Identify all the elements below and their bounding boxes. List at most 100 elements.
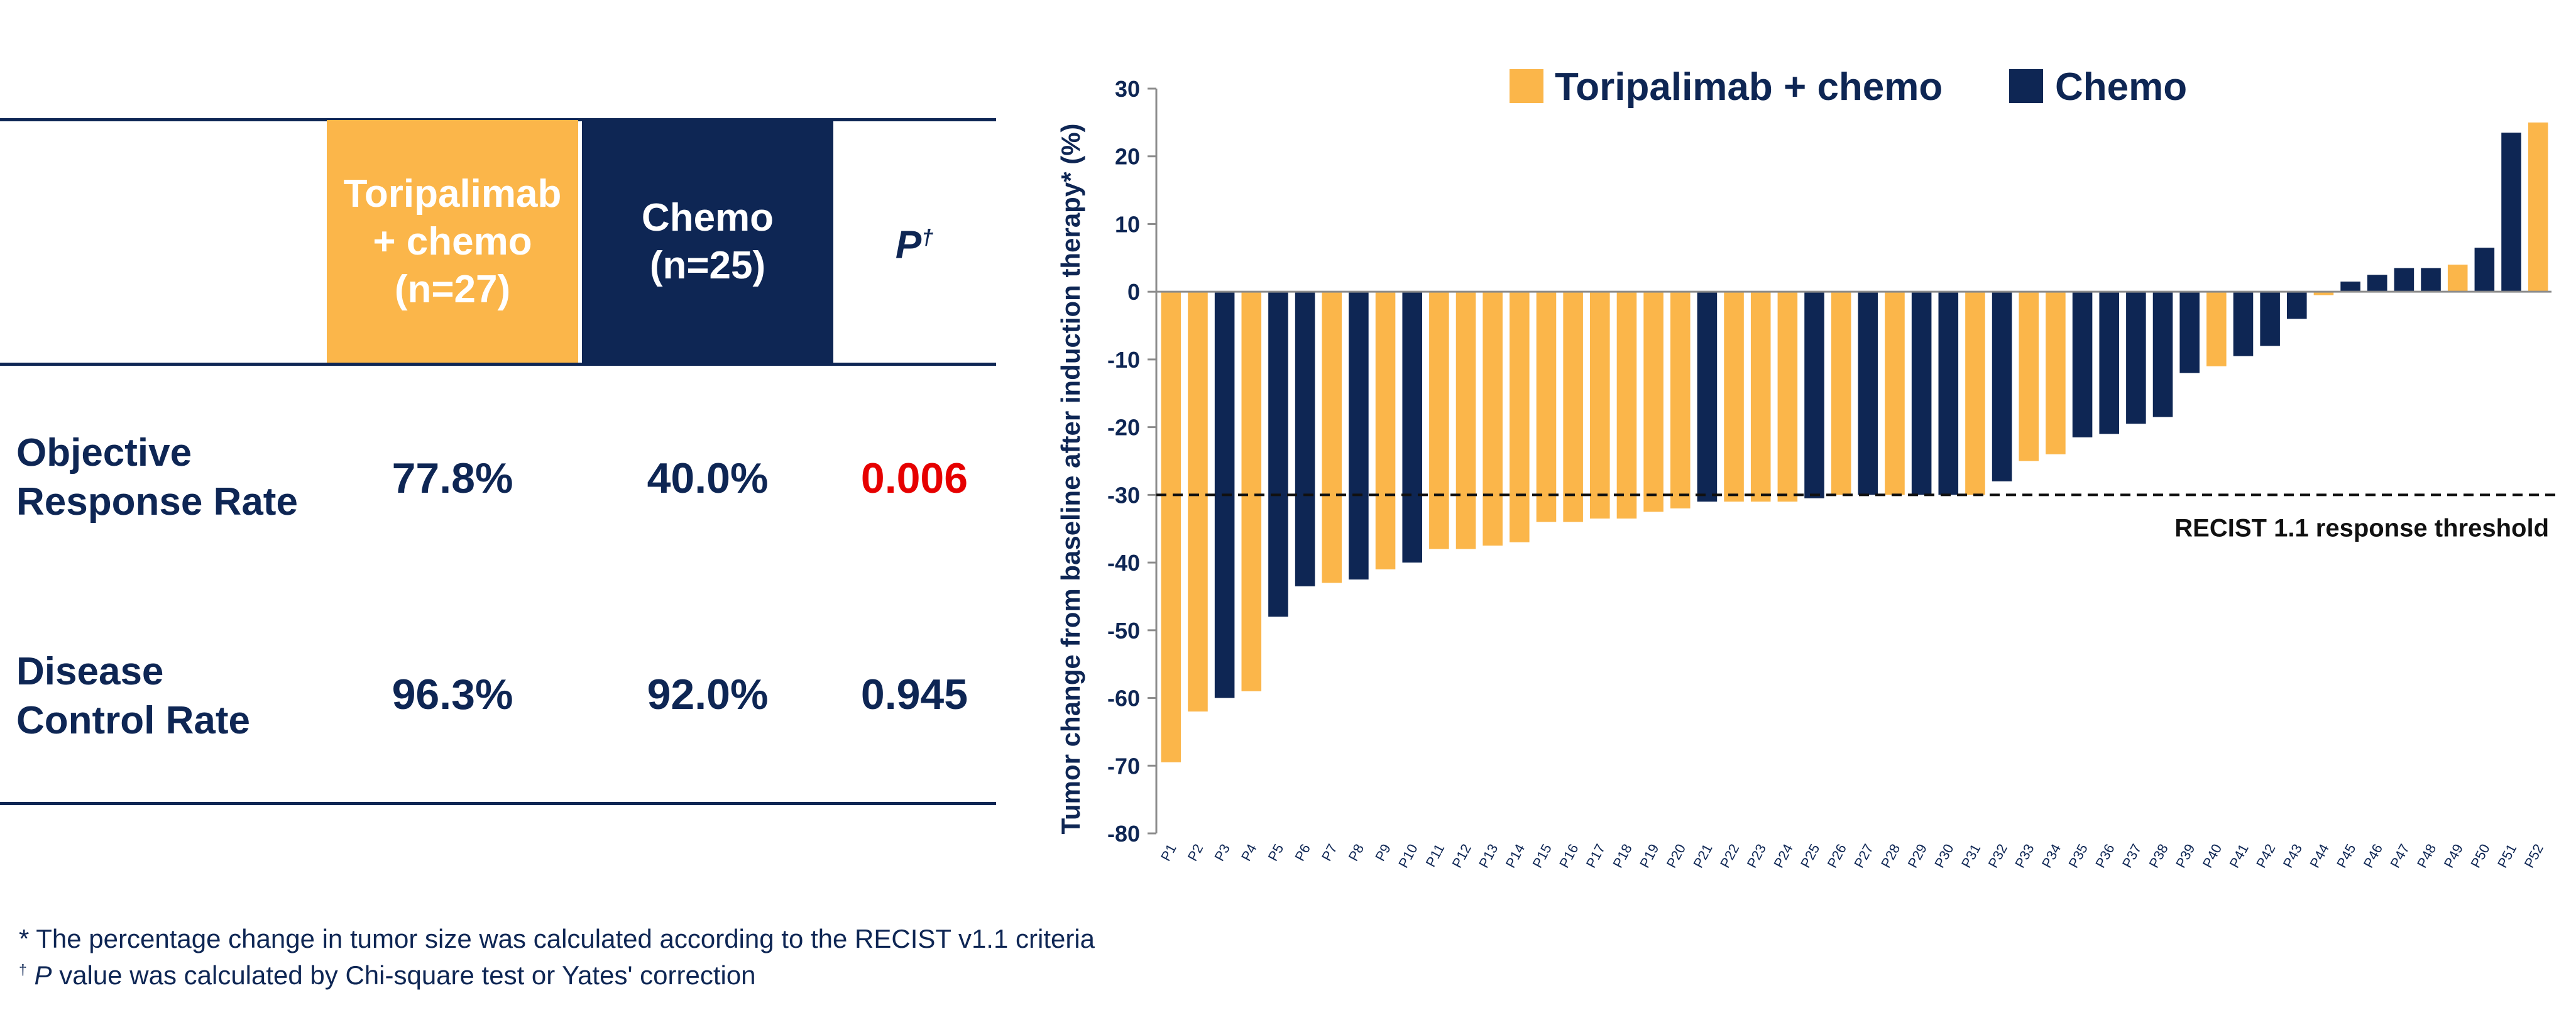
x-tick-label: P10 [1395,842,1420,870]
dcr-chemo-value: 92.0% [647,671,769,718]
bar [1697,292,1718,502]
bar [2179,292,2200,373]
bar [2394,268,2414,292]
bar [1455,292,1476,549]
bar [1349,292,1369,580]
bar [1483,292,1503,546]
bar [1831,292,1851,495]
header-bottom-rule [0,363,996,366]
x-tick-label: P37 [2119,842,2144,870]
x-tick-label: P18 [1609,842,1635,870]
bar [1268,292,1288,617]
x-tick-label: P36 [2092,842,2117,870]
y-tick-label: 10 [1115,211,1140,237]
x-tick-label: P41 [2226,842,2251,870]
x-tick-label: P29 [1905,842,1930,870]
x-tick-label: P26 [1824,842,1850,870]
x-tick-label: P34 [2039,842,2064,870]
legend-swatch-toripalimab [1510,69,1543,103]
bar [1563,292,1583,522]
bar [2260,292,2280,346]
bar [2019,292,2039,461]
bar [2447,265,2468,292]
bar [2501,133,2521,292]
bar [2233,292,2254,356]
bar [1188,292,1208,712]
x-tick-label: P19 [1636,842,1662,870]
bar [2046,292,2066,454]
x-tick-label: P28 [1878,842,1903,870]
footnote-dagger: † P value was calculated by Chi-square t… [19,960,756,991]
x-tick-label: P32 [1985,842,2010,870]
footnote-dagger-italic-p: P [34,960,52,990]
x-tick-label: P43 [2280,842,2305,870]
x-tick-label: P23 [1744,842,1769,870]
y-tick-label: -70 [1107,753,1140,779]
legend-label-toripalimab: Toripalimab + chemo [1555,65,1943,109]
x-tick-label: P24 [1770,842,1795,870]
y-tick-label: -20 [1107,415,1140,441]
orr-p-value: 0.006 [860,454,968,502]
header-p-dagger: † [921,226,934,250]
row-label-dcr: Disease Control Rate [16,650,250,742]
y-tick-label: -80 [1107,821,1140,847]
header-chemo: Chemo (n=25) [582,120,833,363]
header-toripalimab-chemo: Toripalimab + chemo (n=27) [327,120,578,363]
bar [2474,248,2495,292]
dcr-toripalimab-value: 96.3% [392,671,513,718]
x-tick-label: P40 [2200,842,2225,870]
row-label-orr: Objective Response Rate [16,431,298,524]
threshold-label: RECIST 1.1 response threshold [2174,514,2549,542]
table-bottom-rule [0,802,996,805]
bar [1885,292,1905,495]
orr-toripalimab-value: 77.8% [392,454,513,502]
x-tick-label: P7 [1318,842,1340,864]
y-tick-label: -30 [1107,482,1140,508]
bar [2072,292,2093,437]
x-tick-label: P4 [1238,842,1260,864]
x-tick-label: P50 [2467,842,2492,870]
x-tick-label: P21 [1690,842,1715,870]
y-tick-label: 30 [1115,76,1140,102]
x-tick-label: P16 [1556,842,1581,870]
x-tick-label: P12 [1449,842,1474,870]
bar [2528,122,2548,292]
x-tick-label: P33 [2012,842,2037,870]
bar [2340,282,2360,292]
bar [1858,292,1878,495]
dcr-p-value: 0.945 [860,671,968,718]
legend-swatch-chemo [2009,69,2043,103]
x-tick-label: P6 [1291,842,1313,864]
x-tick-label: P11 [1423,842,1448,870]
bar [1804,292,1824,498]
bar [1402,292,1422,563]
x-tick-label: P25 [1797,842,1822,870]
x-tick-label: P20 [1663,842,1689,870]
x-tick-label: P47 [2387,842,2412,870]
y-tick-label: -10 [1107,347,1140,373]
x-tick-label: P9 [1372,842,1394,864]
bar [1375,292,1396,569]
header-chemo-label: Chemo (n=25) [641,195,774,287]
x-tick-label: P49 [2441,842,2466,870]
x-tick-label: P45 [2333,842,2359,870]
x-tick-label: P51 [2494,842,2519,870]
x-tick-label: P1 [1158,842,1180,864]
footnote-asterisk-mark: * [19,924,30,953]
bar [1241,292,1262,691]
x-tick-label: P27 [1851,842,1876,870]
bar [2287,292,2307,319]
bar [1590,292,1610,519]
bar [2152,292,2173,417]
x-tick-label: P14 [1503,842,1528,870]
bar [2126,292,2146,424]
header-p-value: P† [836,120,993,363]
footnote-asterisk: * The percentage change in tumor size wa… [19,924,1095,954]
y-axis-title: Tumor change from baseline after inducti… [1056,123,1085,834]
x-tick-label: P8 [1346,842,1367,864]
x-tick-label: P13 [1476,842,1501,870]
x-tick-label: P30 [1931,842,1956,870]
x-tick-label: P35 [2066,842,2091,870]
bar [1510,292,1530,542]
bar [1992,292,2012,481]
